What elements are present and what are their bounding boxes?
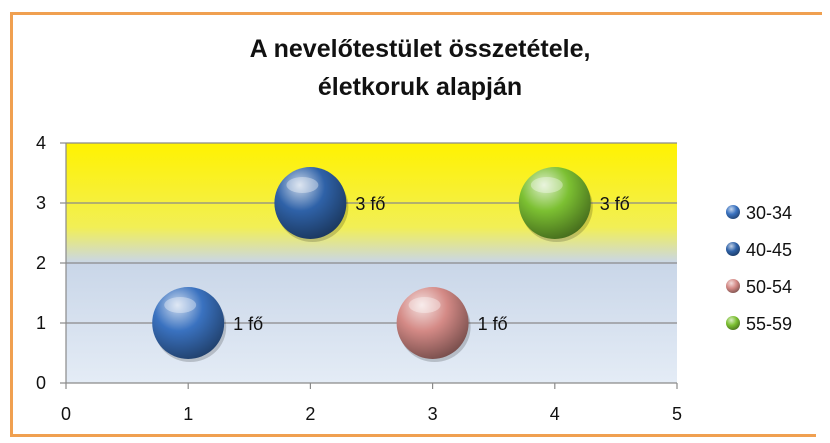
data-label: 3 fő — [600, 194, 630, 214]
y-tick-label: 4 — [36, 133, 46, 153]
x-tick-label: 4 — [550, 404, 560, 424]
x-tick-label: 5 — [672, 404, 682, 424]
data-label: 1 fő — [478, 314, 508, 334]
chart-frame-top — [10, 12, 822, 15]
x-tick-label: 3 — [428, 404, 438, 424]
bubble-30-34 — [152, 287, 225, 359]
x-tick-label: 2 — [305, 404, 315, 424]
x-tick-label: 0 — [61, 404, 71, 424]
bubble-highlight — [286, 177, 319, 193]
legend-label: 30-34 — [746, 203, 792, 223]
legend-marker — [726, 316, 740, 330]
legend-label: 50-54 — [746, 277, 792, 297]
legend-marker — [726, 279, 740, 293]
legend-marker — [726, 242, 740, 256]
y-tick-label: 3 — [36, 193, 46, 213]
bubble-40-45 — [274, 167, 347, 239]
legend-marker — [726, 205, 740, 219]
data-label: 3 fő — [355, 194, 385, 214]
chart-title-line1: A nevelőtestület összetétele, — [249, 35, 591, 63]
y-tick-label: 0 — [36, 373, 46, 393]
bubble-highlight — [530, 177, 563, 193]
bubble-55-59 — [518, 167, 591, 239]
bubble-highlight — [408, 297, 441, 313]
x-tick-label: 1 — [183, 404, 193, 424]
data-label: 1 fő — [233, 314, 263, 334]
chart-title: A nevelőtestület összetétele, életkoruk … — [140, 30, 700, 106]
y-tick-label: 1 — [36, 313, 46, 333]
bubble-50-54 — [396, 287, 469, 359]
legend-label: 55-59 — [746, 314, 792, 334]
legend-label: 40-45 — [746, 240, 792, 260]
y-tick-label: 2 — [36, 253, 46, 273]
chart-title-line2: életkoruk alapján — [317, 73, 523, 101]
bubble-highlight — [164, 297, 197, 313]
